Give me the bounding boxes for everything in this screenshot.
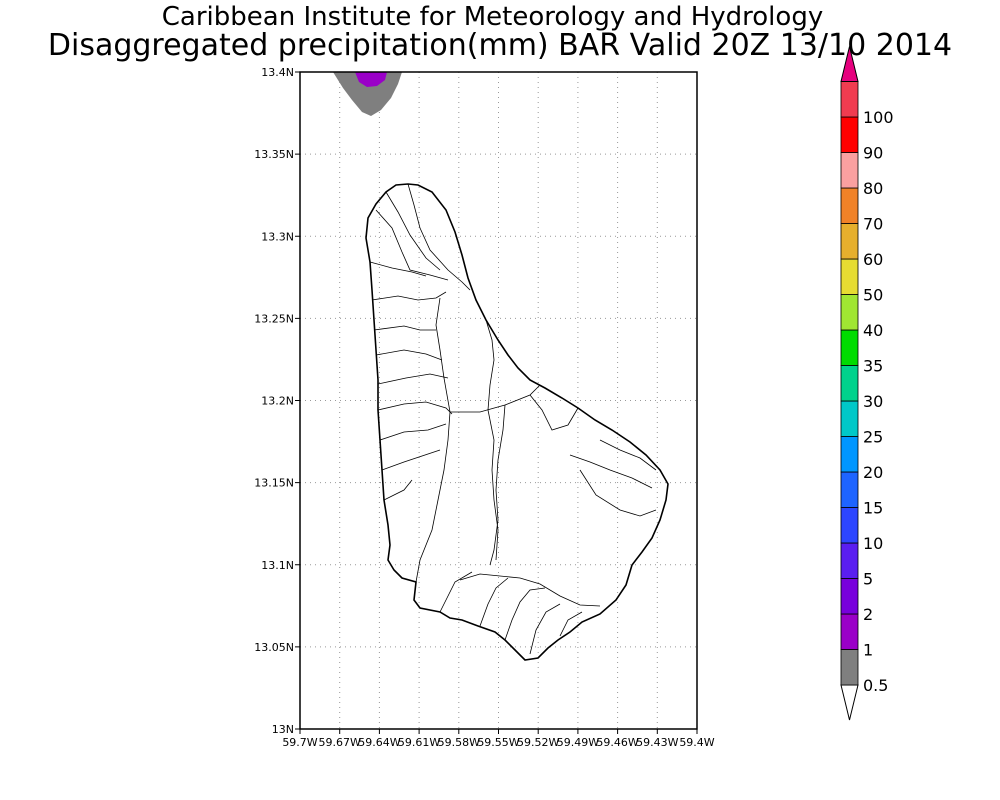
lat-tick-label: 13.2N	[261, 395, 294, 408]
colorbar-level-label: 50	[863, 286, 883, 305]
colorbar-segment	[840, 152, 859, 189]
map-grid	[300, 72, 697, 729]
colorbar-segment	[840, 507, 859, 544]
colorbar-level-label: 100	[863, 108, 894, 127]
colorbar-segment	[840, 649, 859, 686]
colorbar-segment	[840, 116, 859, 153]
lon-tick-label: 59.67W	[319, 736, 361, 749]
island-outline	[365, 183, 669, 661]
colorbar-segment	[840, 613, 859, 650]
colorbar-over-triangle	[840, 46, 859, 82]
colorbar-level-label: 60	[863, 250, 883, 269]
colorbar-segment	[840, 365, 859, 402]
lon-tick-label: 59.64W	[358, 736, 400, 749]
colorbar-level-label: 5	[863, 570, 873, 589]
colorbar-level-label: 70	[863, 215, 883, 234]
colorbar-level-label: 15	[863, 499, 883, 518]
lat-tick-label: 13.05N	[254, 641, 294, 654]
chart-title: Caribbean Institute for Meteorology and …	[161, 2, 824, 32]
colorbar-level-label: 2	[863, 605, 873, 624]
colorbar-segment	[840, 542, 859, 579]
lon-tick-label: 59.46W	[596, 736, 638, 749]
lon-tick-label: 59.43W	[636, 736, 678, 749]
precip-patch	[333, 72, 402, 116]
precip-area-light	[333, 72, 402, 116]
latitude-axis: 13N 13.05N 13.1N 13.15N 13.2N 13.25N 13.3N 13.3…	[254, 66, 300, 736]
chart-subtitle: Disaggregated precipitation(mm) BAR Vali…	[47, 28, 953, 63]
colorbar-segment	[840, 436, 859, 473]
lon-tick-label: 59.7W	[282, 736, 317, 749]
map-frame	[299, 71, 698, 730]
colorbar-level-label: 80	[863, 179, 883, 198]
colorbar-level-label: 35	[863, 357, 883, 376]
lon-tick-label: 59.58W	[438, 736, 480, 749]
lat-tick-label: 13.3N	[261, 230, 294, 243]
colorbar-segment	[840, 578, 859, 615]
colorbar-level-label: 0.5	[863, 676, 888, 695]
colorbar-segment	[840, 187, 859, 224]
colorbar-segment	[840, 223, 859, 260]
colorbar-level-label: 1	[863, 641, 873, 660]
lat-tick-label: 13.35N	[254, 148, 294, 161]
lat-tick-label: 13N	[272, 723, 294, 736]
lat-tick-label: 13.4N	[261, 66, 294, 79]
colorbar-level-label: 40	[863, 321, 883, 340]
catchment-lines	[369, 183, 657, 655]
lon-tick-label: 59.55W	[477, 736, 519, 749]
colorbar-segment	[840, 471, 859, 508]
lat-tick-label: 13.1N	[261, 559, 294, 572]
colorbar-level-label: 90	[863, 144, 883, 163]
precip-area-purple	[355, 72, 387, 87]
lat-tick-label: 13.25N	[254, 312, 294, 325]
colorbar-segment	[840, 329, 859, 366]
lat-tick-label: 13.15N	[254, 477, 294, 490]
colorbar-level-label: 25	[863, 428, 883, 447]
barbados-coastline	[365, 183, 669, 661]
colorbar-segment	[840, 258, 859, 295]
colorbar-under-triangle	[840, 684, 859, 721]
colorbar-level-label: 30	[863, 392, 883, 411]
longitude-axis: 59.7W 59.67W59.64W59.61W59.58W59.55W59.52…	[282, 729, 715, 749]
lon-tick-label: 59.61W	[398, 736, 440, 749]
colorbar-segment	[840, 294, 859, 331]
colorbar-level-label: 10	[863, 534, 883, 553]
lon-tick-label: 59.4W	[679, 736, 714, 749]
lon-tick-label: 59.52W	[517, 736, 559, 749]
colorbar-level-label: 20	[863, 463, 883, 482]
lon-tick-label: 59.49W	[557, 736, 599, 749]
colorbar-segment	[840, 400, 859, 437]
colorbar-segment	[840, 81, 859, 118]
